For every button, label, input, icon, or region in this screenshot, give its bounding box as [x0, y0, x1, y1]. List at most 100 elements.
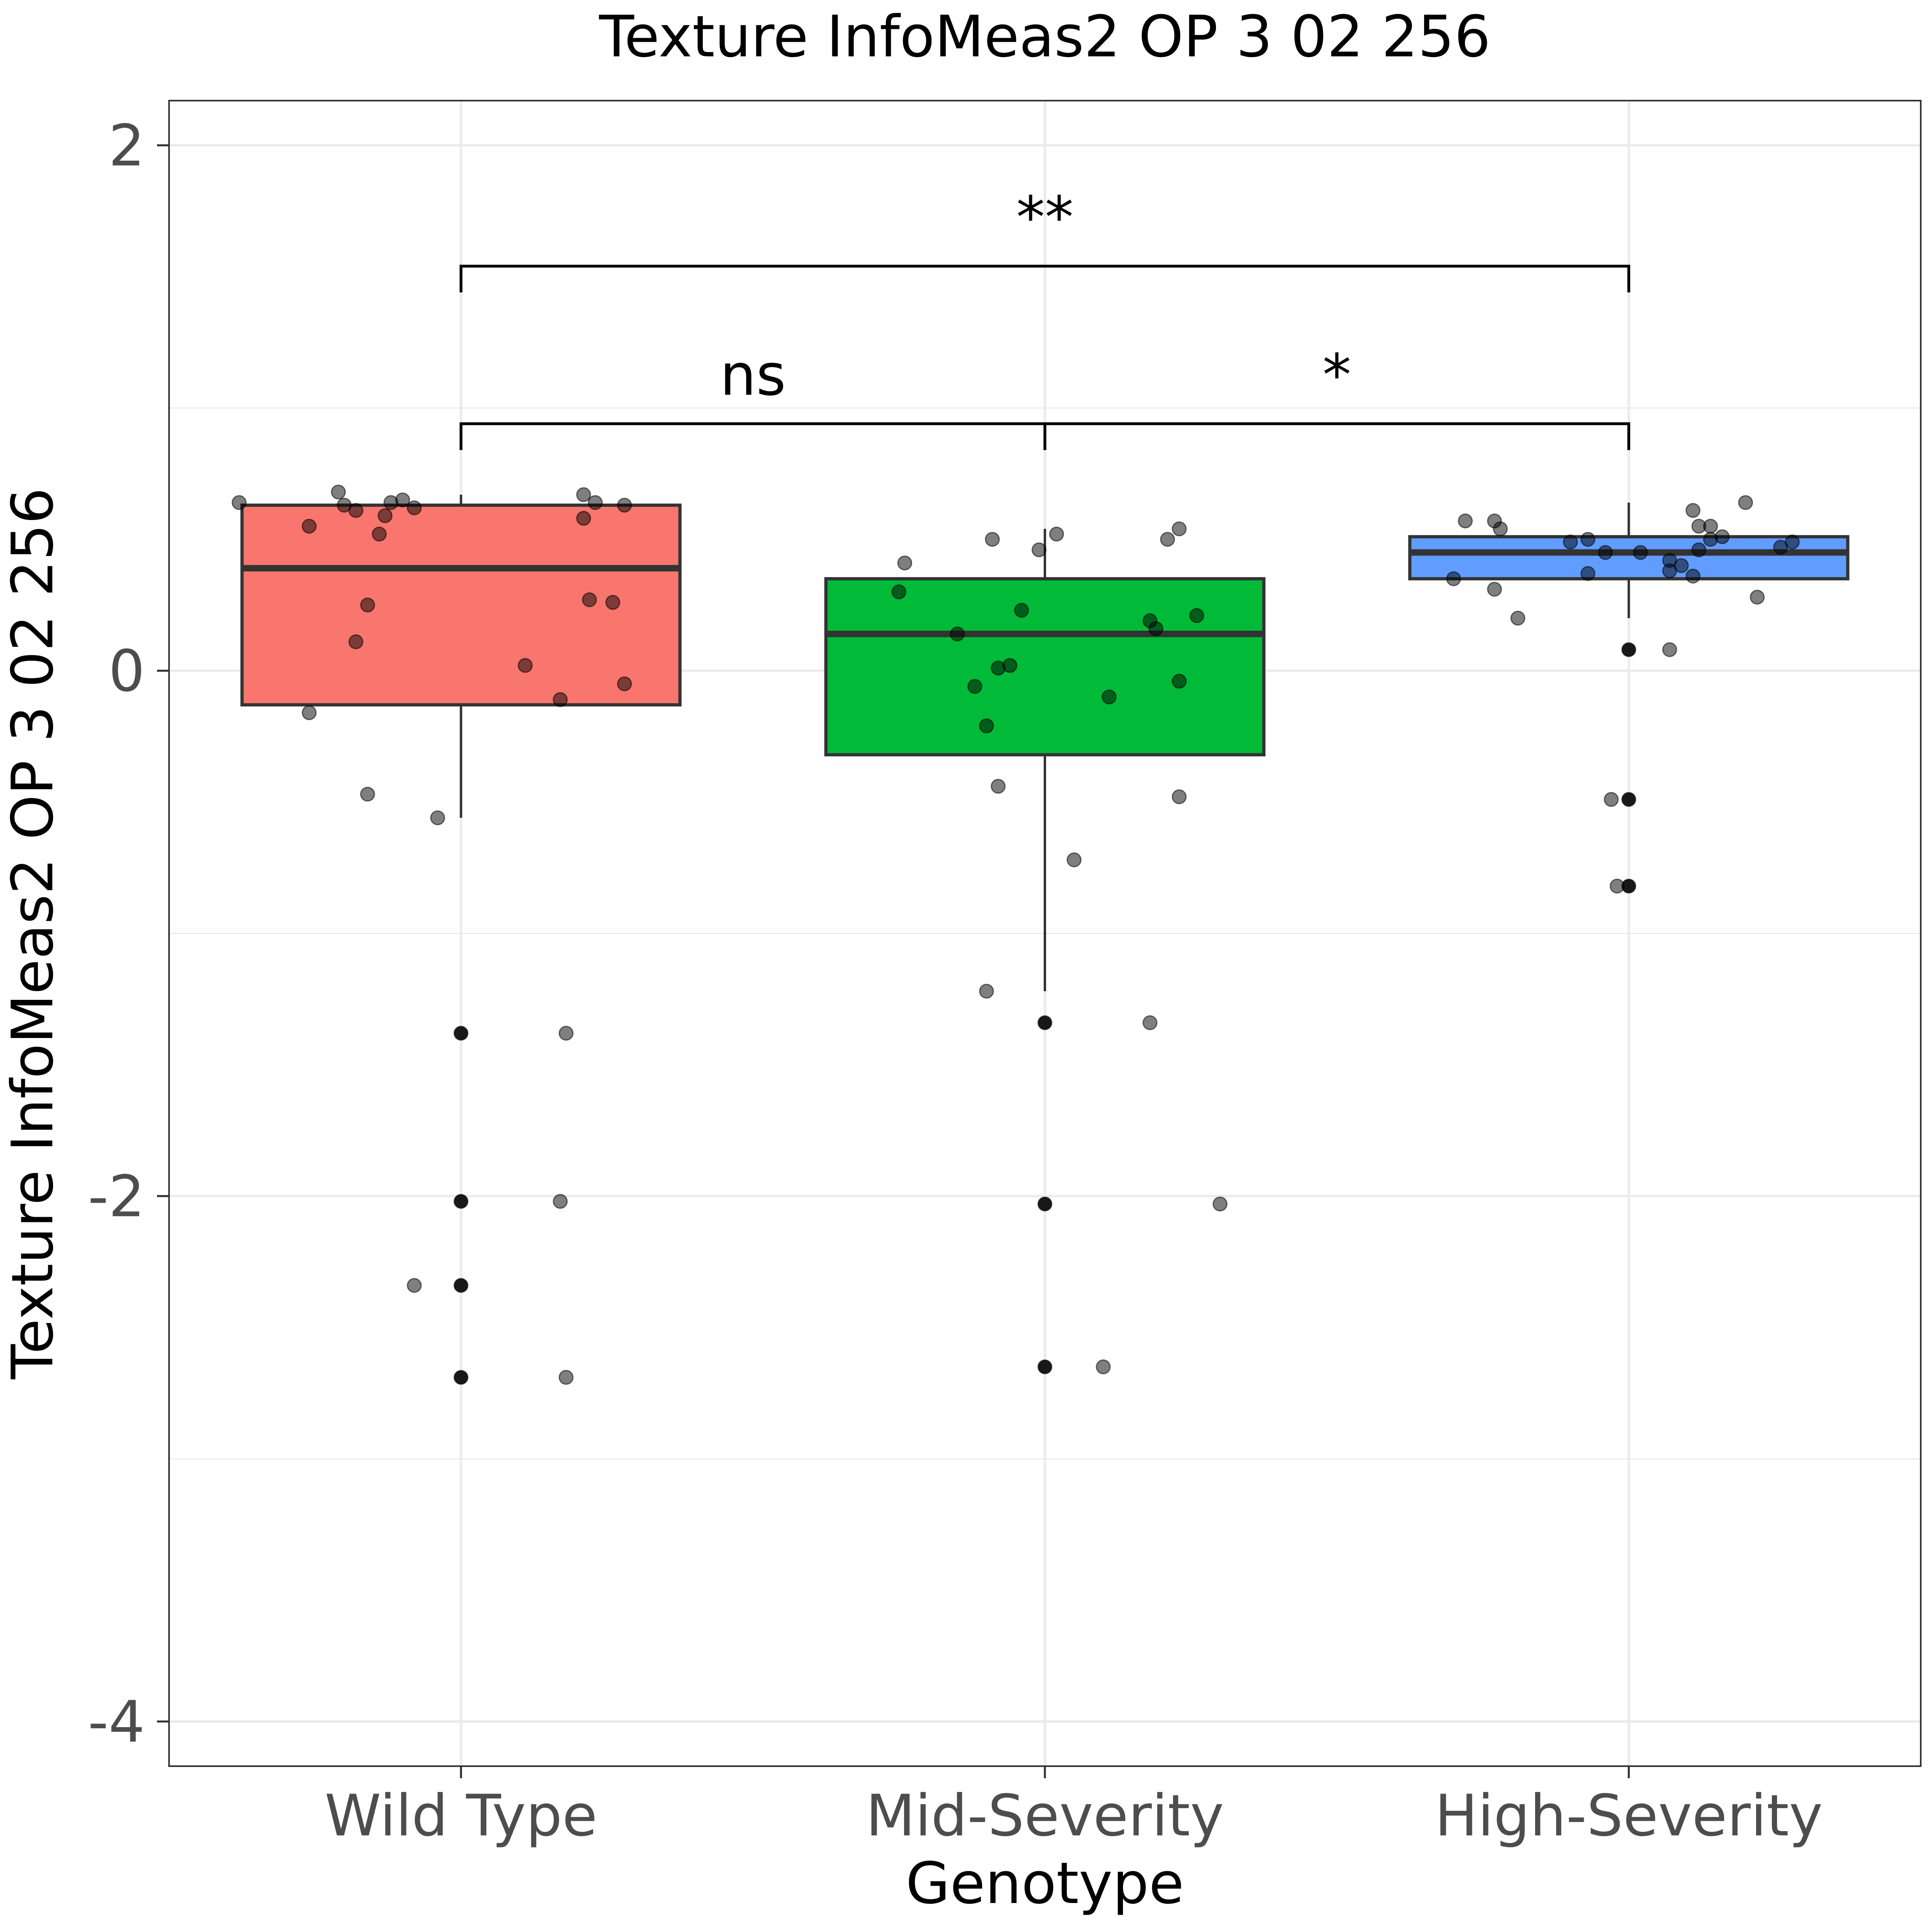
data-point — [360, 597, 375, 613]
data-point — [1598, 545, 1613, 560]
x-tick-label: High-Severity — [1435, 1783, 1823, 1849]
significance-bracket — [459, 264, 1631, 293]
data-point — [453, 1370, 469, 1385]
data-point — [407, 500, 422, 516]
boxplot-high-severity — [1408, 502, 1849, 893]
x-axis-title: Genotype — [906, 1850, 1184, 1917]
y-axis-title: Texture InfoMeas2 OP 3 02 256 — [0, 488, 66, 1380]
data-point — [1604, 792, 1619, 807]
data-point — [1049, 526, 1064, 542]
significance-label: ns — [720, 342, 786, 409]
data-point — [1493, 521, 1508, 537]
y-tick-label: -4 — [88, 1689, 145, 1755]
plot-title: Texture InfoMeas2 OP 3 02 256 — [599, 4, 1491, 70]
data-point — [588, 495, 603, 510]
data-point — [1580, 566, 1596, 581]
data-point — [1446, 571, 1461, 586]
significance-label: * — [1323, 342, 1351, 409]
data-point — [1457, 513, 1473, 528]
data-point — [617, 497, 632, 513]
data-point — [518, 658, 533, 673]
data-point — [979, 984, 994, 999]
data-point — [1621, 879, 1637, 894]
data-point — [1212, 1196, 1228, 1212]
data-point — [985, 532, 1000, 547]
y-axis: 2 0 -2 -4 — [88, 113, 169, 1755]
data-point — [558, 1370, 574, 1385]
data-point — [1172, 789, 1187, 805]
data-point — [891, 584, 906, 600]
y-tick-label: -2 — [88, 1164, 145, 1230]
data-point — [553, 692, 568, 707]
data-point — [378, 508, 393, 523]
data-point — [1148, 621, 1164, 636]
data-point — [301, 705, 317, 720]
data-point — [1031, 542, 1046, 557]
data-point — [331, 484, 346, 500]
data-point — [1738, 495, 1753, 510]
data-point — [1487, 582, 1502, 597]
data-point — [407, 1278, 422, 1293]
data-point — [1715, 529, 1730, 544]
data-point — [1633, 545, 1648, 560]
data-point — [558, 1026, 574, 1041]
data-point — [1172, 673, 1187, 689]
data-point — [1662, 642, 1677, 657]
boxplot-mid-severity — [824, 528, 1265, 1374]
data-point — [617, 676, 632, 691]
data-point — [1160, 532, 1175, 547]
data-point — [1189, 608, 1204, 623]
significance-label: ** — [1016, 184, 1073, 251]
y-tick-label: 0 — [109, 638, 145, 704]
data-point — [1662, 563, 1677, 578]
data-point — [1014, 603, 1029, 618]
data-point — [1510, 611, 1525, 626]
data-point — [1102, 689, 1117, 705]
data-point — [1785, 535, 1800, 550]
box-iqr — [824, 577, 1265, 757]
data-point — [1172, 521, 1187, 537]
data-point — [967, 679, 983, 694]
data-point — [430, 810, 445, 826]
data-point — [395, 492, 410, 508]
data-point — [372, 526, 387, 542]
data-point — [1685, 503, 1701, 518]
data-point — [1037, 1196, 1053, 1212]
data-point — [979, 718, 994, 733]
data-point — [949, 626, 965, 642]
data-point — [576, 511, 591, 526]
x-tick-label: Wild Type — [325, 1783, 598, 1849]
data-point — [1142, 1015, 1158, 1030]
data-point — [360, 786, 375, 802]
data-point — [1002, 658, 1018, 673]
data-point — [1750, 590, 1765, 605]
jitter-points — [231, 484, 1800, 1385]
data-point — [582, 592, 597, 607]
data-point — [453, 1278, 469, 1293]
data-point — [1685, 568, 1701, 584]
data-point — [576, 487, 591, 502]
x-tick-label: Mid-Severity — [866, 1783, 1224, 1849]
data-point — [1037, 1015, 1053, 1030]
x-axis: Wild Type Mid-Severity High-Severity — [325, 1766, 1823, 1849]
data-point — [553, 1194, 568, 1209]
data-point — [1703, 518, 1718, 534]
data-point — [1621, 792, 1637, 807]
data-point — [453, 1194, 469, 1209]
data-point — [1563, 535, 1578, 550]
data-point — [348, 634, 363, 650]
data-point — [1037, 1359, 1053, 1375]
data-point — [453, 1026, 469, 1041]
data-point — [1067, 852, 1082, 867]
data-point — [1621, 642, 1637, 657]
significance-bracket — [1043, 422, 1631, 450]
data-point — [605, 595, 621, 610]
data-point — [1691, 542, 1707, 557]
y-tick-label: 2 — [109, 113, 145, 179]
data-point — [1096, 1359, 1111, 1375]
boxplots — [240, 495, 1849, 1385]
data-point — [231, 495, 247, 510]
significance-brackets: ** ns * — [459, 184, 1631, 450]
